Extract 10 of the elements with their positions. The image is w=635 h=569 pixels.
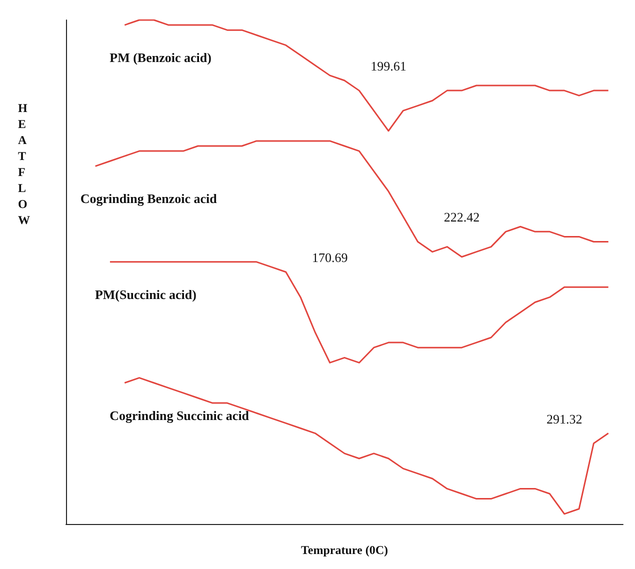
series-label: Cogrinding Succinic acid <box>110 408 250 423</box>
series-label: PM(Succinic acid) <box>94 286 196 302</box>
annotation: 291.32 <box>546 411 582 426</box>
annotation: 199.61 <box>370 58 406 74</box>
y-axis-title: HEATFLOW <box>18 101 30 227</box>
text: Cogrinding Benzoic acid <box>80 191 218 206</box>
series-label: PM (Benzoic acid) <box>110 50 212 66</box>
annotation: 170.69 <box>312 250 348 265</box>
x-axis-title: Temprature (0C) <box>301 543 388 557</box>
annotation: 222.42 <box>444 210 480 225</box>
